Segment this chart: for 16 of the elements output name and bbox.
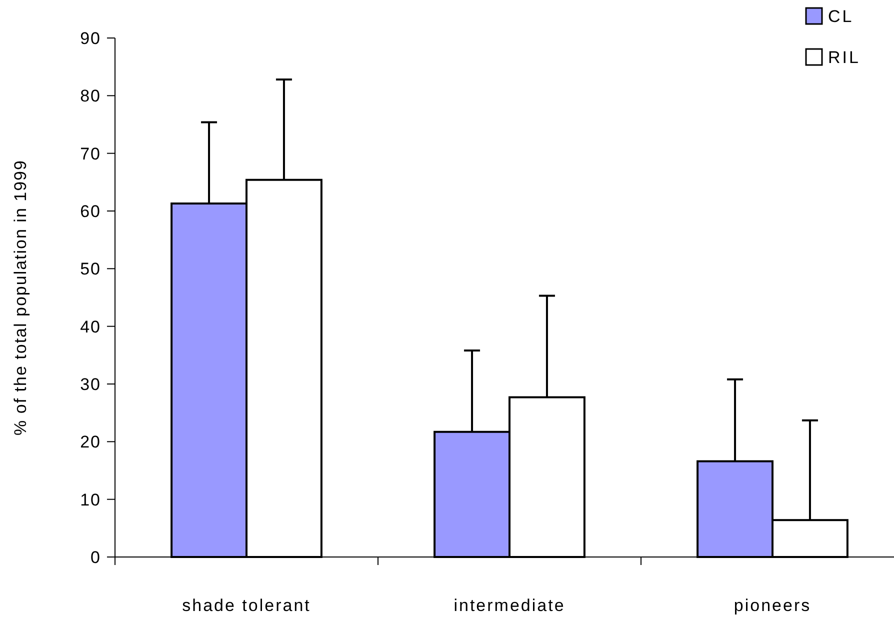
y-tick-label: 40	[80, 317, 101, 336]
y-tick-label: 60	[80, 202, 101, 221]
x-tick-label: pioneers	[734, 596, 812, 615]
y-tick-label: 10	[80, 490, 101, 510]
legend-label: CL	[828, 7, 854, 26]
x-tick-label: intermediate	[454, 596, 566, 615]
y-tick-label: 30	[80, 374, 101, 394]
y-tick-label: 20	[80, 432, 101, 452]
y-tick-label: 90	[80, 28, 101, 48]
y-axis-title: % of the total population in 1999	[11, 160, 30, 436]
y-tick-label: 0	[90, 548, 101, 567]
legend-label: RIL	[828, 48, 860, 67]
y-tick-label: 80	[80, 86, 101, 106]
y-tick-label: 50	[80, 260, 101, 279]
x-tick-label: shade tolerant	[182, 596, 311, 615]
y-tick-label: 70	[80, 144, 101, 164]
